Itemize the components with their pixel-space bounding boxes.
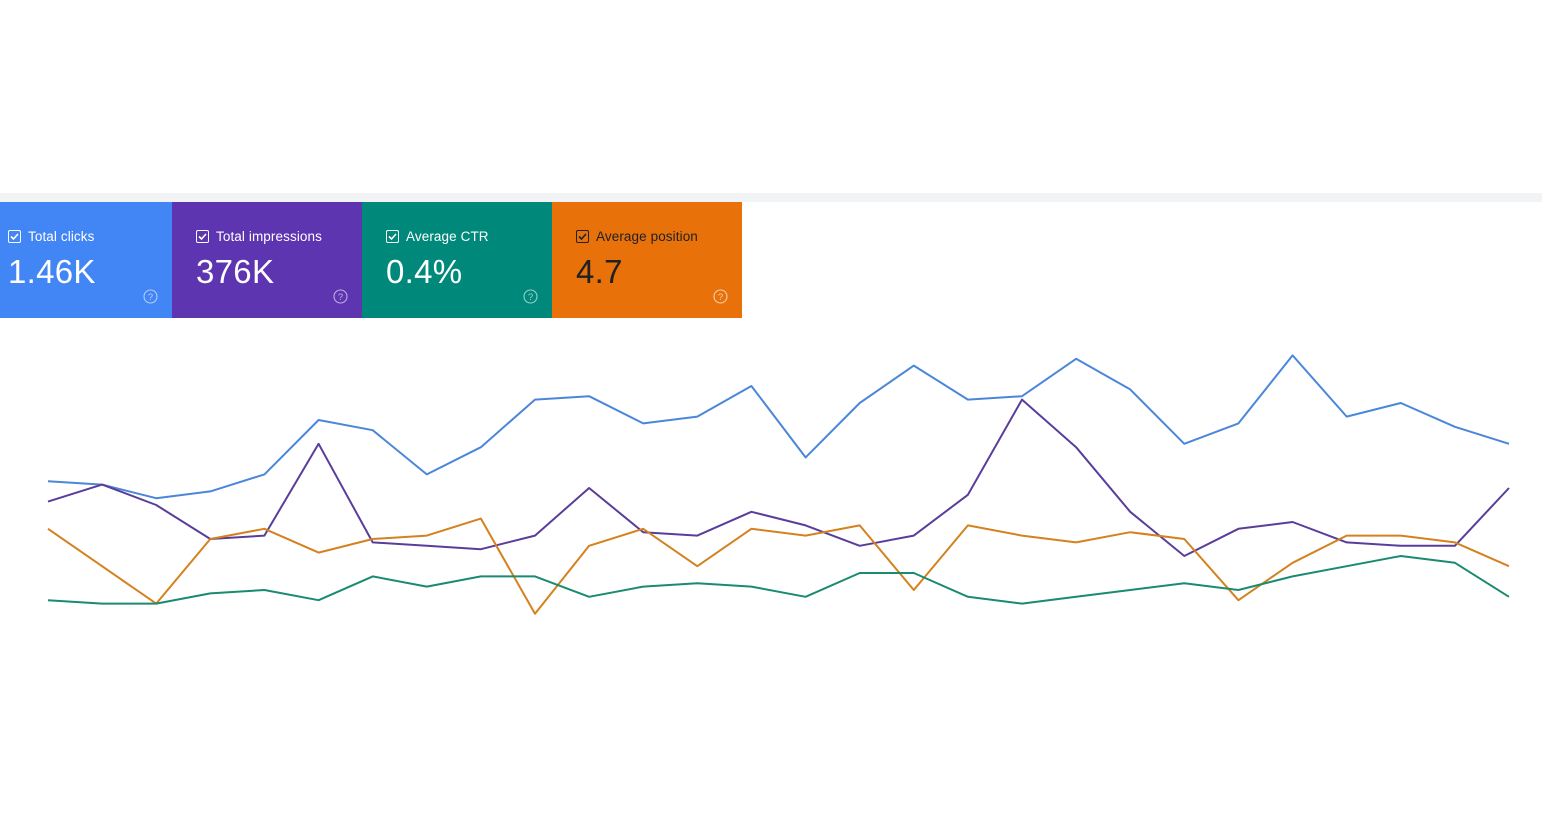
metric-value: 1.46K [8,253,96,290]
metric-card-average-ctr[interactable]: Average CTR 0.4% ? [362,202,552,318]
metric-card-header: Average CTR [386,229,489,244]
metric-card-header: Total clicks [8,229,94,244]
performance-line-chart [47,354,1510,615]
metric-cards: Total clicks 1.46K ? Total impressions 3… [0,202,742,318]
help-circle-icon[interactable]: ? [713,289,728,304]
metric-card-average-position[interactable]: Average position 4.7 ? [552,202,742,318]
help-circle-icon[interactable]: ? [523,289,538,304]
checkbox-checked-icon[interactable] [386,230,399,243]
checkbox-checked-icon[interactable] [196,230,209,243]
svg-text:?: ? [148,292,153,303]
checkbox-checked-icon[interactable] [8,230,21,243]
metric-value: 376K [196,253,275,290]
metric-value: 4.7 [576,253,623,290]
metric-label: Total clicks [28,229,95,244]
toolbar-divider [0,193,1542,202]
help-circle-icon[interactable]: ? [333,289,348,304]
series-line-2 [47,517,1510,615]
svg-text:?: ? [718,292,723,303]
svg-text:?: ? [338,292,343,303]
metric-label: Average position [596,229,698,244]
help-circle-icon[interactable]: ? [143,289,158,304]
series-line-3 [47,555,1510,605]
checkbox-checked-icon[interactable] [576,230,589,243]
series-line-1 [47,398,1510,557]
metric-card-header: Average position [576,229,698,244]
series-line-0 [47,354,1510,500]
metric-label: Average CTR [406,229,489,244]
metric-card-header: Total impressions [196,229,322,244]
metric-card-total-clicks[interactable]: Total clicks 1.46K ? [0,202,172,318]
svg-text:?: ? [528,292,533,303]
metric-value: 0.4% [386,253,463,290]
metric-card-total-impressions[interactable]: Total impressions 376K ? [172,202,362,318]
metric-label: Total impressions [216,229,322,244]
